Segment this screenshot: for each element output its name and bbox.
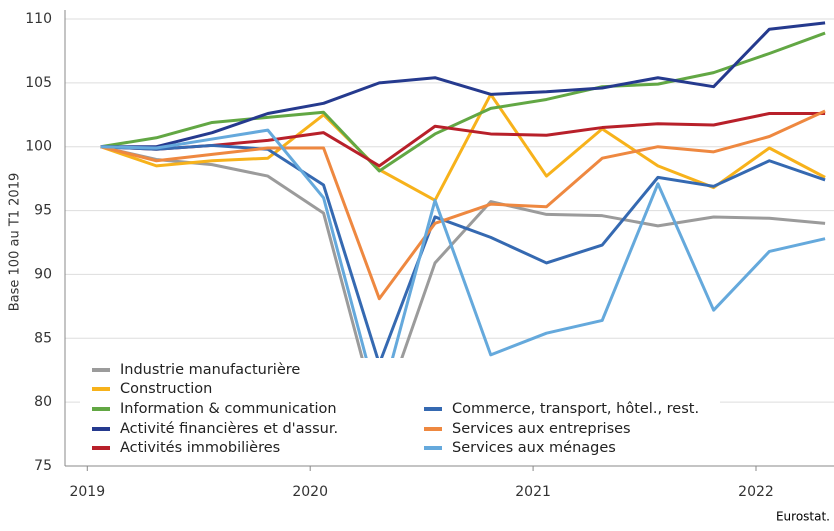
y-tick-label: 110	[25, 11, 52, 27]
y-tick-label: 90	[34, 266, 52, 282]
x-tick-label: 2019	[69, 484, 105, 500]
series-line	[100, 31, 826, 173]
series-line	[100, 143, 826, 366]
x-tick-label: 2020	[292, 484, 328, 500]
legend-label: Services aux ménages	[452, 440, 616, 456]
y-tick-label: 100	[25, 139, 52, 155]
y-tick-label: 80	[34, 394, 52, 410]
series-line	[100, 145, 826, 425]
legend-label: Commerce, transport, hôtel., rest.	[452, 401, 699, 417]
x-tick-label: 2021	[515, 484, 551, 500]
y-tick-label: 95	[34, 203, 52, 219]
legend-label: Services aux entreprises	[452, 421, 631, 437]
series-line	[100, 21, 826, 149]
legend-label: Activité financières et d'assur.	[120, 421, 338, 437]
series-line	[100, 109, 826, 301]
y-tick-label: 85	[34, 330, 52, 346]
x-tick-label: 2022	[738, 484, 774, 500]
legend-background	[80, 358, 720, 460]
y-tick-label: 75	[34, 458, 52, 474]
legend-label: Activités immobilières	[120, 440, 280, 456]
legend-label: Construction	[120, 381, 212, 397]
legend-label: Industrie manufacturière	[120, 362, 300, 378]
series-line	[100, 128, 826, 409]
legend-label: Information & communication	[120, 401, 337, 417]
source: Eurostat.	[776, 510, 830, 524]
y-axis-label: Base 100 au T1 2019	[8, 173, 23, 312]
y-tick-label: 105	[25, 75, 52, 91]
